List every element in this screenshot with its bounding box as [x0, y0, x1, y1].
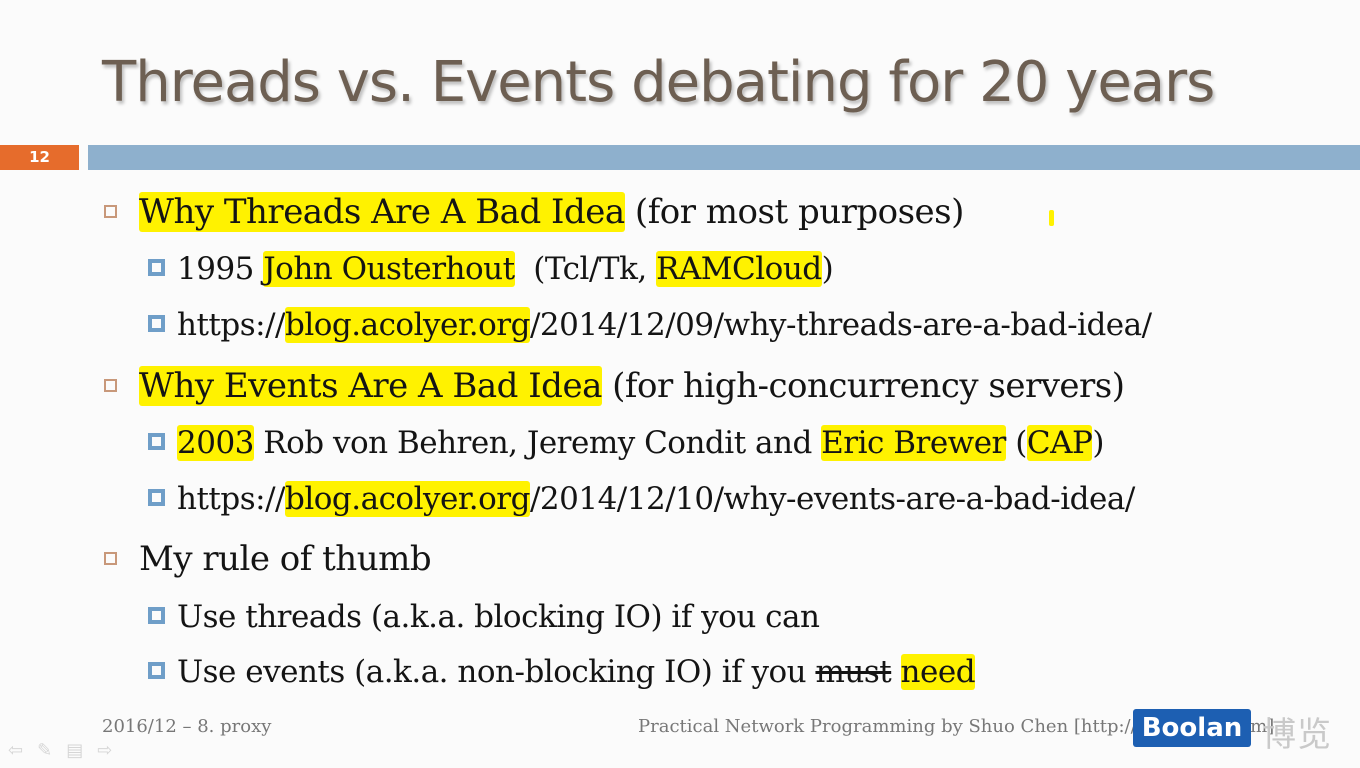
- sub-text: [891, 654, 900, 690]
- highlighted-text: Why Events Are A Bad Idea: [139, 366, 602, 406]
- sub-bullet-icon: [148, 315, 165, 332]
- sub-text: ): [821, 251, 834, 287]
- sub-text: /2014/12/09/why-threads-are-a-bad-idea/: [529, 307, 1152, 343]
- highlighted-text: RAMCloud: [656, 251, 822, 287]
- sub-text: (: [1005, 425, 1027, 461]
- boolan-logo: Boolan: [1133, 709, 1251, 747]
- boolan-watermark: 博览: [1262, 715, 1332, 755]
- footer-credit: Practical Network Programming by Shuo Ch…: [638, 716, 1275, 737]
- menu-icon[interactable]: ▤: [66, 740, 84, 761]
- item-text: (for most purposes): [624, 192, 964, 232]
- slide-number: 12: [0, 145, 79, 170]
- highlight-mark: [1049, 210, 1054, 226]
- highlighted-text: need: [900, 654, 976, 690]
- item-text: My rule of thumb: [139, 539, 432, 579]
- struck-text: must: [815, 654, 892, 690]
- highlighted-text: Eric Brewer: [821, 425, 1006, 461]
- sub-text: Rob von Behren, Jeremy Condit and: [253, 425, 822, 461]
- sub-item-events-link: https://blog.acolyer.org/2014/12/10/why-…: [148, 481, 1135, 517]
- title-divider-bar: [88, 145, 1360, 170]
- highlighted-text: blog.acolyer.org: [284, 307, 530, 343]
- bullet-item-rule: My rule of thumb: [104, 539, 432, 579]
- pen-icon[interactable]: ✎: [37, 740, 53, 761]
- slide-title: Threads vs. Events debating for 20 years: [102, 50, 1215, 115]
- bullet-square-icon: [104, 205, 117, 218]
- sub-item-behren: 2003 Rob von Behren, Jeremy Condit and E…: [148, 425, 1104, 461]
- highlighted-text: John Ousterhout: [263, 251, 515, 287]
- sub-text: 1995: [177, 251, 264, 287]
- sub-bullet-icon: [148, 489, 165, 506]
- bullet-item-events: Why Events Are A Bad Idea (for high-conc…: [104, 366, 1125, 406]
- sub-text: (Tcl/Tk,: [514, 251, 657, 287]
- highlighted-text: blog.acolyer.org: [284, 481, 530, 517]
- sub-bullet-icon: [148, 607, 165, 624]
- sub-text: Use threads (a.k.a. blocking IO) if you …: [177, 599, 820, 635]
- sub-bullet-icon: [148, 433, 165, 450]
- sub-text: https://: [177, 307, 285, 343]
- sub-text: https://: [177, 481, 285, 517]
- sub-item-threads-rule: Use threads (a.k.a. blocking IO) if you …: [148, 599, 820, 635]
- sub-bullet-icon: [148, 259, 165, 276]
- bullet-square-icon: [104, 379, 117, 392]
- sub-item-ousterhout: 1995 John Ousterhout (Tcl/Tk, RAMCloud): [148, 251, 834, 287]
- footer-date: 2016/12 – 8. proxy: [102, 716, 272, 737]
- arrow-left-icon[interactable]: ⇦: [8, 740, 24, 761]
- sub-text: ): [1092, 425, 1104, 461]
- item-text: (for high-concurrency servers): [601, 366, 1125, 406]
- sub-text: /2014/12/10/why-events-are-a-bad-idea/: [529, 481, 1135, 517]
- slide-nav-controls: ⇦ ✎ ▤ ⇨: [8, 740, 112, 761]
- sub-item-events-rule: Use events (a.k.a. non-blocking IO) if y…: [148, 654, 976, 690]
- highlighted-text: 2003: [177, 425, 254, 461]
- sub-bullet-icon: [148, 662, 165, 679]
- bullet-item-threads: Why Threads Are A Bad Idea (for most pur…: [104, 192, 964, 232]
- sub-text: Use events (a.k.a. non-blocking IO) if y…: [177, 654, 816, 690]
- highlighted-text: Why Threads Are A Bad Idea: [139, 192, 625, 232]
- sub-item-threads-link: https://blog.acolyer.org/2014/12/09/why-…: [148, 307, 1152, 343]
- highlighted-text: CAP: [1026, 425, 1093, 461]
- arrow-right-icon[interactable]: ⇨: [97, 740, 113, 761]
- bullet-square-icon: [104, 552, 117, 565]
